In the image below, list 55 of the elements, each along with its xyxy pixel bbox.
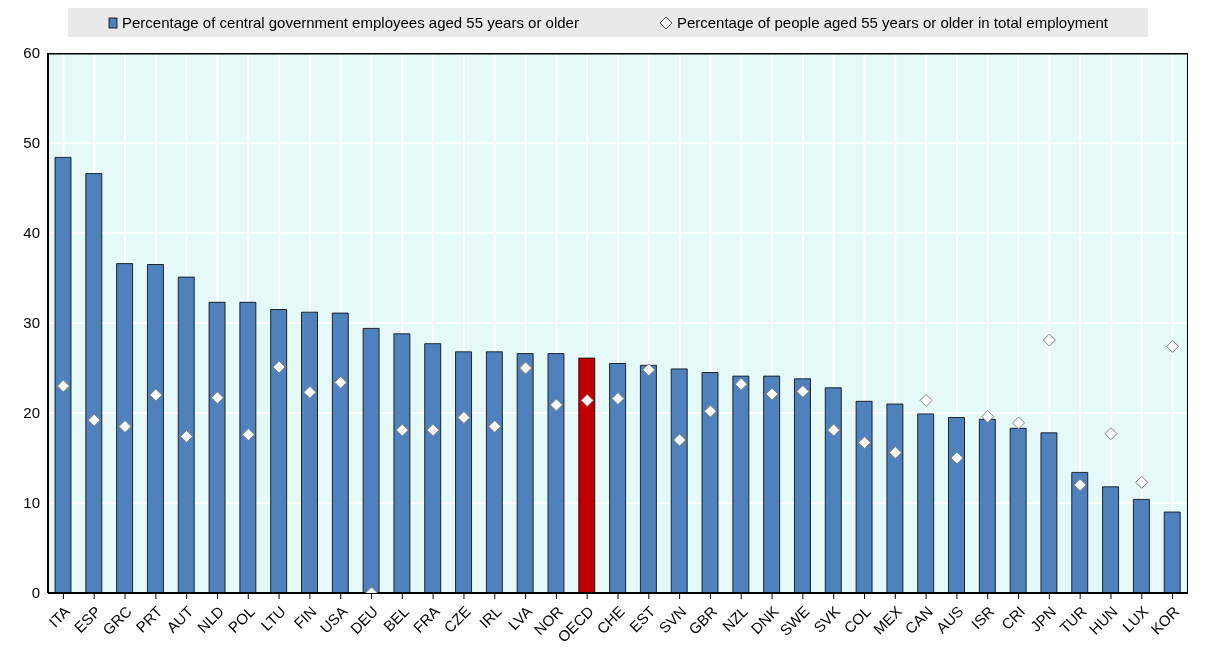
point <box>703 404 717 418</box>
point <box>210 391 224 405</box>
point <box>611 392 625 406</box>
x-tick-label: BEL <box>379 602 412 635</box>
point <box>241 428 255 442</box>
legend-label: Percentage of people aged 55 years or older in total employment <box>675 14 1108 31</box>
point <box>272 360 286 374</box>
point <box>857 436 871 450</box>
x-tick-label: FRA <box>409 602 443 636</box>
point <box>580 393 594 407</box>
y-tick-label: 40 <box>23 224 40 242</box>
point <box>796 384 810 398</box>
x-tick-label: CRI <box>997 602 1029 633</box>
point <box>981 410 995 424</box>
point <box>549 398 563 412</box>
point <box>642 363 656 377</box>
point <box>180 429 194 443</box>
point <box>1042 333 1056 347</box>
point <box>334 375 348 389</box>
point <box>1104 427 1118 441</box>
point <box>1135 475 1149 489</box>
point <box>734 377 748 391</box>
point <box>1012 416 1026 430</box>
point <box>1073 478 1087 492</box>
point <box>303 385 317 399</box>
point <box>1166 339 1180 353</box>
y-tick-label: 60 <box>23 44 40 62</box>
point <box>888 446 902 460</box>
x-tick-label: ISR <box>967 602 998 633</box>
y-tick-label: 0 <box>31 584 40 602</box>
point <box>950 451 964 465</box>
point <box>118 420 132 433</box>
x-tick-label: LTU <box>257 602 289 634</box>
x-tick-label: TUR <box>1055 602 1090 637</box>
point <box>519 361 533 375</box>
legend-label: Percentage of central government employees aged 55 years or older <box>121 14 579 31</box>
point <box>919 393 933 407</box>
point <box>426 423 440 437</box>
y-tick-label: 30 <box>23 314 40 332</box>
x-tick-label: ITA <box>45 602 74 631</box>
x-tick-label: IRL <box>475 602 505 632</box>
point <box>87 413 101 427</box>
point <box>56 379 70 393</box>
x-tick-label: NZL <box>718 602 751 635</box>
x-tick-label: POL <box>224 602 258 636</box>
point <box>765 387 779 401</box>
point <box>149 388 163 402</box>
point <box>395 423 409 437</box>
y-tick-label: 10 <box>23 494 40 512</box>
y-tick-label: 20 <box>23 404 40 422</box>
point <box>488 420 502 433</box>
point <box>827 423 841 437</box>
point <box>457 411 471 424</box>
y-tick-label: 50 <box>23 134 40 152</box>
point <box>673 433 687 447</box>
